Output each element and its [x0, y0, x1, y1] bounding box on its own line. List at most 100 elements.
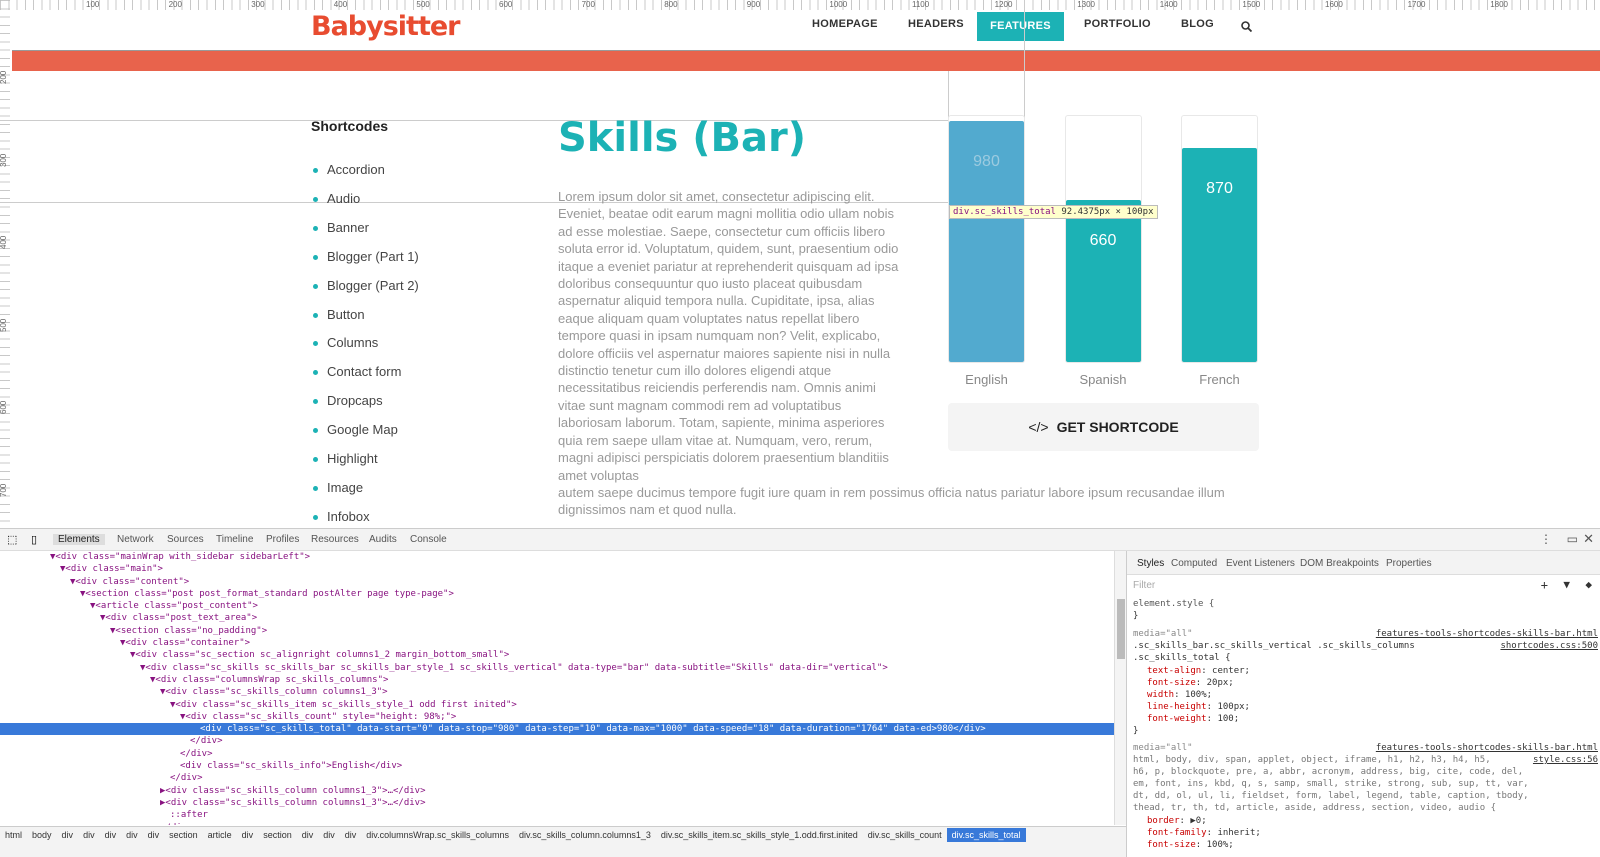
dom-node[interactable]: ▼<div class="main">: [60, 564, 163, 575]
dom-node[interactable]: ▼<div class="sc_skills_column columns1_3…: [160, 687, 388, 698]
dom-node[interactable]: ▼<div class="content">: [70, 576, 190, 587]
styles-filter-input[interactable]: Filter: [1133, 580, 1156, 591]
devtools-tab-resources[interactable]: Resources: [311, 534, 359, 545]
more-icon[interactable]: ⋮: [1540, 532, 1552, 546]
breadcrumb-item[interactable]: div: [301, 830, 314, 840]
css-property[interactable]: font-family: inherit;: [1147, 827, 1261, 839]
breadcrumb-item[interactable]: div: [126, 830, 138, 840]
dom-node[interactable]: ▼<article class="post_content">: [90, 601, 258, 612]
breadcrumb-item[interactable]: div.columnsWrap.sc_skills_columns: [366, 830, 509, 840]
rule-source-link[interactable]: features-tools-shortcodes-skills-bar.htm…: [1375, 743, 1598, 753]
nav-features[interactable]: FEATURES: [977, 12, 1064, 41]
sidebar-item[interactable]: Blogger (Part 1): [313, 249, 419, 264]
css-property[interactable]: width: 100%;: [1147, 689, 1212, 701]
sidebar-item[interactable]: Accordion: [313, 162, 385, 177]
breadcrumb-item[interactable]: div.sc_skills_column.columns1_3: [518, 830, 651, 840]
nav-portfolio[interactable]: PORTFOLIO: [1084, 18, 1151, 30]
sidebar-item[interactable]: Dropcaps: [313, 393, 383, 408]
breadcrumb-item[interactable]: div: [323, 830, 335, 840]
styles-tab-event-listeners[interactable]: Event Listeners: [1226, 558, 1295, 569]
breadcrumb-item[interactable]: article: [207, 830, 232, 840]
nav-headers[interactable]: HEADERS: [908, 18, 964, 30]
sidebar-item[interactable]: Blogger (Part 2): [313, 278, 419, 293]
breadcrumb-item[interactable]: div: [241, 830, 254, 840]
rule-source-link[interactable]: features-tools-shortcodes-skills-bar.htm…: [1375, 629, 1598, 639]
dom-node[interactable]: <div class="sc_skills_info">English</div…: [180, 761, 403, 772]
styles-tab-styles[interactable]: Styles: [1137, 558, 1165, 569]
sidebar-item[interactable]: Audio: [313, 191, 360, 206]
css-property[interactable]: font-size: 20px;: [1147, 677, 1234, 689]
breadcrumb-item[interactable]: div.sc_skills_count: [867, 830, 942, 840]
dom-node[interactable]: </div>: [180, 748, 213, 759]
dom-node[interactable]: ::after: [170, 810, 208, 821]
nav-homepage[interactable]: HOMEPAGE: [812, 18, 878, 30]
sidebar-item[interactable]: Infobox: [313, 509, 370, 524]
dom-node[interactable]: ▼<div class="mainWrap with_sidebar sideb…: [50, 552, 311, 562]
sidebar-item[interactable]: Google Map: [313, 422, 398, 437]
add-rule-icon[interactable]: +: [1540, 578, 1548, 592]
breadcrumb-item[interactable]: html: [5, 830, 23, 840]
css-property[interactable]: font-weight: 100;: [1147, 713, 1239, 725]
breadcrumb-item[interactable]: body: [32, 830, 52, 840]
dom-node[interactable]: ▶<div class="sc_skills_column columns1_3…: [160, 797, 426, 808]
dom-node[interactable]: ▼<section class="post post_format_standa…: [80, 588, 454, 599]
breadcrumb-item[interactable]: div: [147, 830, 160, 840]
breadcrumb-item[interactable]: div: [104, 830, 117, 840]
dom-node[interactable]: </div>: [190, 736, 223, 747]
devtools-tab-sources[interactable]: Sources: [167, 534, 204, 545]
css-property[interactable]: text-align: center;: [1147, 665, 1250, 677]
dom-node[interactable]: ▼<div class="post_text_area">: [100, 613, 258, 624]
css-property[interactable]: line-height: 100px;: [1147, 701, 1250, 713]
rule-file-link[interactable]: shortcodes.css:500: [1500, 641, 1598, 651]
styles-tab-dom-breakpoints[interactable]: DOM Breakpoints: [1300, 558, 1379, 569]
toggle-state-icon[interactable]: ◆: [1585, 578, 1592, 591]
dock-icon[interactable]: ▭: [1566, 532, 1578, 546]
dom-node[interactable]: ▶<div class="sc_skills_column columns1_3…: [160, 785, 426, 796]
breadcrumb-item[interactable]: section: [169, 830, 198, 840]
breadcrumb-item[interactable]: div: [61, 830, 74, 840]
devtools-tab-profiles[interactable]: Profiles: [266, 534, 300, 545]
sidebar-item[interactable]: Button: [313, 307, 365, 322]
dom-node[interactable]: ▼<div class="sc_section sc_alignright co…: [130, 650, 510, 661]
rule-file-link[interactable]: style.css:56: [1532, 755, 1598, 765]
dom-node[interactable]: ▼<div class="sc_skills_item sc_skills_st…: [170, 699, 517, 710]
dom-node[interactable]: <div class="sc_skills_total" data-start=…: [0, 723, 1114, 736]
styles-tab-computed[interactable]: Computed: [1171, 558, 1218, 569]
dom-node[interactable]: </div>: [170, 773, 203, 784]
dom-node[interactable]: ▼<div class="columnsWrap sc_skills_colum…: [150, 674, 389, 685]
scroll-thumb[interactable]: [1117, 599, 1125, 659]
dom-node[interactable]: ▼<section class="no_padding">: [110, 625, 268, 636]
css-property[interactable]: border: ▶0;: [1147, 815, 1207, 827]
styles-tab-properties[interactable]: Properties: [1386, 558, 1432, 569]
devtools-tab-audits[interactable]: Audits: [369, 534, 397, 545]
dom-node[interactable]: ▼<div class="container">: [120, 638, 251, 649]
pin-icon[interactable]: ▼: [1563, 578, 1570, 591]
devtools-tab-elements[interactable]: Elements: [53, 534, 105, 545]
dom-node[interactable]: ▼<div class="sc_skills sc_skills_bar sc_…: [140, 662, 888, 673]
devtools-tab-console[interactable]: Console: [410, 534, 447, 545]
device-icon[interactable]: ▯: [31, 534, 38, 546]
site-logo[interactable]: Babysitter: [311, 11, 460, 42]
devtools-tab-network[interactable]: Network: [117, 534, 154, 545]
css-property[interactable]: font-size: 100%;: [1147, 839, 1234, 851]
sidebar-item[interactable]: Highlight: [313, 451, 378, 466]
sidebar-item[interactable]: Banner: [313, 220, 369, 235]
search-icon[interactable]: [1241, 19, 1253, 37]
breadcrumb-item[interactable]: div.sc_skills_total: [946, 828, 1026, 842]
sidebar-item[interactable]: Contact form: [313, 364, 401, 379]
breadcrumb-item[interactable]: div: [83, 830, 95, 840]
breadcrumb-item[interactable]: div: [344, 830, 357, 840]
close-icon[interactable]: ✕: [1583, 531, 1594, 546]
breadcrumb-item[interactable]: section: [263, 830, 292, 840]
breadcrumb-item[interactable]: div.sc_skills_item.sc_skills_style_1.odd…: [660, 830, 858, 840]
sidebar-item[interactable]: Image: [313, 480, 363, 495]
devtools-tab-timeline[interactable]: Timeline: [216, 534, 254, 545]
sidebar-item[interactable]: Columns: [313, 335, 378, 350]
dom-tree-scrollbar[interactable]: [1114, 551, 1126, 825]
dom-node[interactable]: </div>: [0, 822, 1114, 825]
dom-tree[interactable]: ▼<div class="mainWrap with_sidebar sideb…: [0, 551, 1114, 825]
dom-node[interactable]: ▼<div class="sc_skills_count" style="hei…: [180, 711, 457, 722]
inspect-icon[interactable]: ⬚: [7, 534, 18, 546]
get-shortcode-button[interactable]: </> GET SHORTCODE: [948, 403, 1259, 451]
nav-blog[interactable]: BLOG: [1181, 18, 1214, 30]
